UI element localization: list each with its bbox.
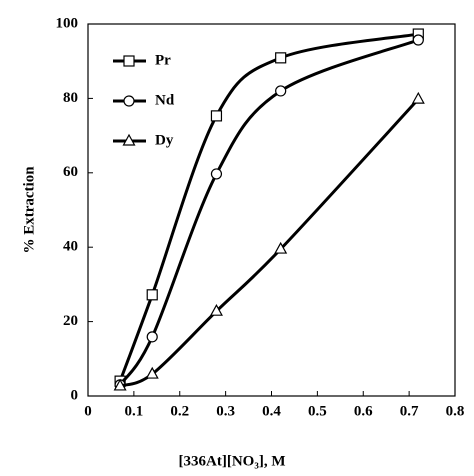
x-tick-label: 0.8 bbox=[446, 403, 465, 419]
marker bbox=[123, 95, 135, 107]
marker bbox=[123, 55, 135, 67]
marker bbox=[412, 34, 424, 46]
x-axis-label: [336At][NO₃], M bbox=[179, 453, 286, 469]
y-tick-label: 40 bbox=[63, 239, 78, 255]
plot-frame bbox=[87, 23, 456, 397]
legend-label: Nd bbox=[155, 92, 175, 108]
x-tick-label: 0.5 bbox=[308, 403, 327, 419]
y-tick-label: 60 bbox=[63, 164, 78, 180]
y-tick-label: 100 bbox=[56, 15, 79, 31]
marker bbox=[209, 303, 223, 316]
marker bbox=[275, 85, 287, 97]
x-tick-label: 0.1 bbox=[125, 403, 144, 419]
marker bbox=[210, 110, 223, 122]
marker bbox=[145, 366, 159, 379]
marker bbox=[146, 331, 158, 343]
x-tick-label: 0.3 bbox=[216, 403, 235, 419]
marker bbox=[146, 289, 158, 301]
x-tick-label: 0.7 bbox=[400, 403, 419, 419]
x-tick-label: 0 bbox=[84, 403, 92, 419]
x-tick-label: 0.6 bbox=[354, 403, 373, 419]
x-tick-label: 0.4 bbox=[262, 403, 281, 419]
y-tick-label: 0 bbox=[71, 387, 79, 403]
marker bbox=[411, 91, 425, 104]
legend-label: Pr bbox=[155, 52, 171, 68]
y-tick-label: 80 bbox=[63, 90, 78, 106]
x-tick-label: 0.2 bbox=[170, 403, 189, 419]
legend-label: Dy bbox=[155, 132, 174, 148]
marker bbox=[275, 52, 287, 64]
marker bbox=[122, 133, 136, 146]
marker bbox=[210, 168, 223, 180]
marker bbox=[113, 378, 127, 391]
series-line bbox=[118, 32, 419, 382]
y-axis-label: % Extraction bbox=[21, 166, 37, 254]
marker bbox=[274, 241, 288, 254]
y-tick-label: 20 bbox=[63, 313, 78, 329]
